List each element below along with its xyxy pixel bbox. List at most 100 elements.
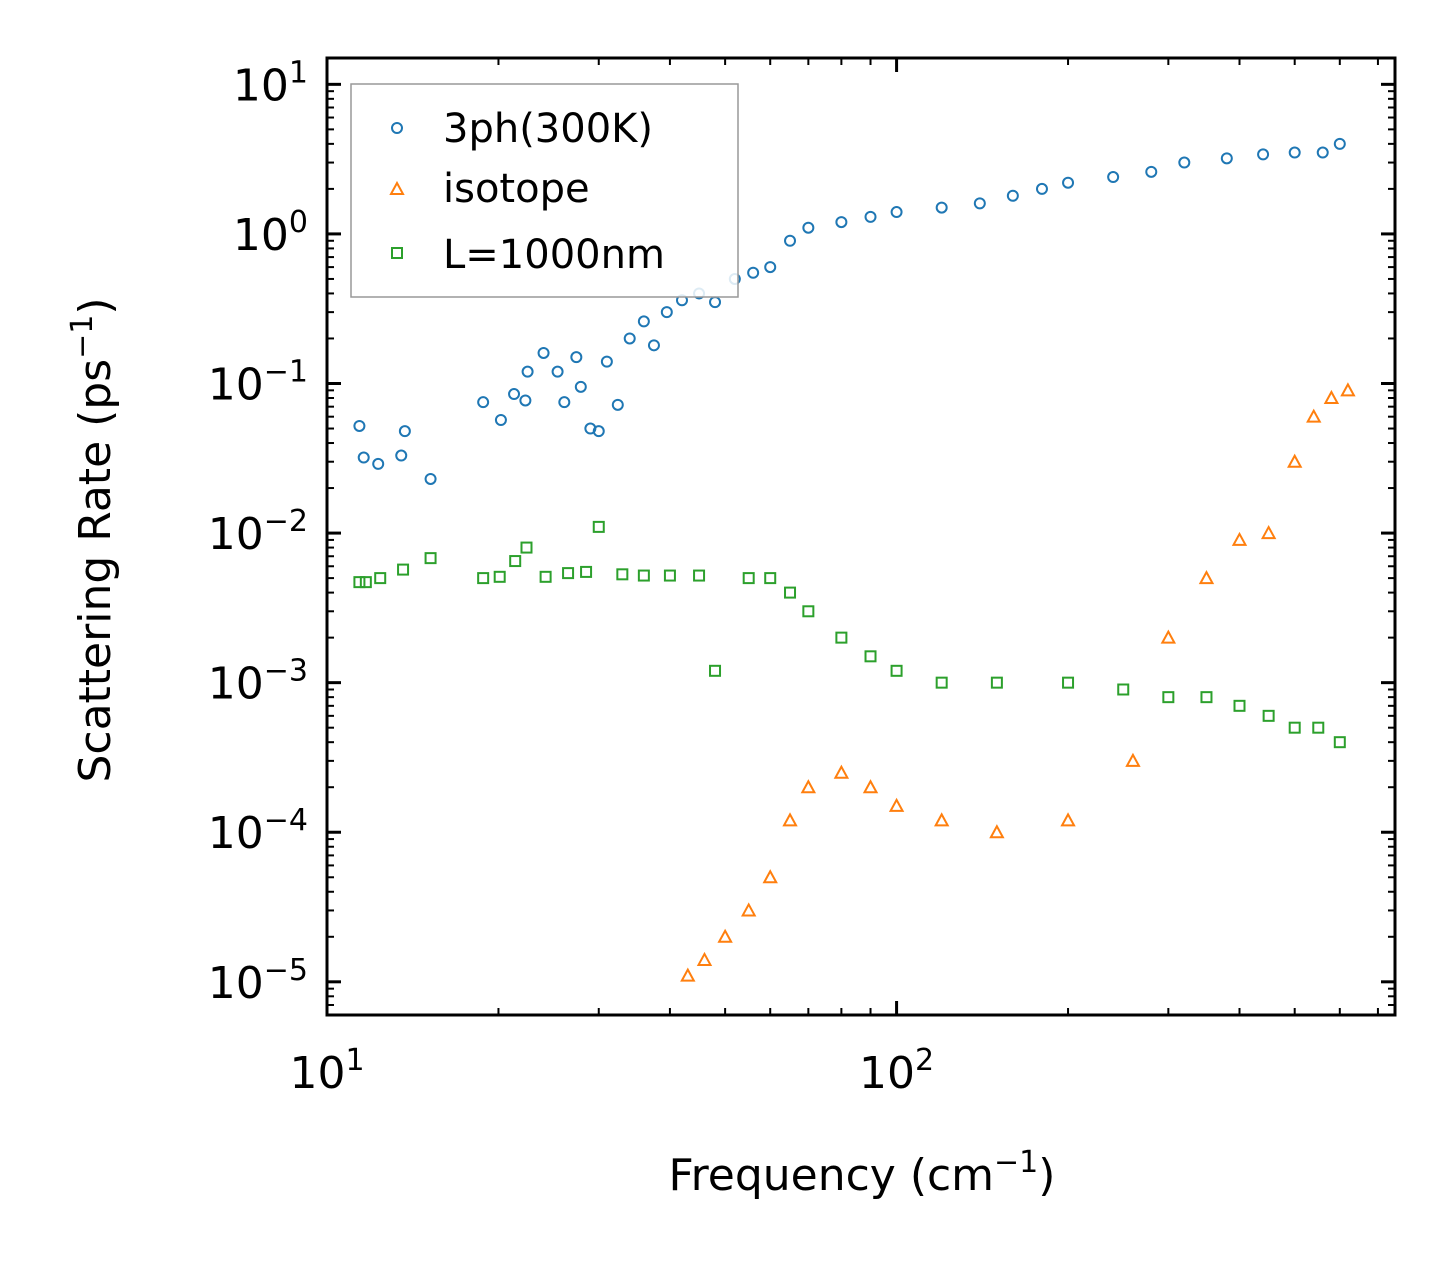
legend-label-l1000nm: L=1000nm xyxy=(443,232,665,278)
data-point xyxy=(616,568,629,581)
y-tick-exp: −3 xyxy=(264,654,308,689)
y-tick-exp: −4 xyxy=(264,803,308,838)
data-point xyxy=(1333,736,1346,749)
data-point xyxy=(647,339,660,352)
data-point xyxy=(764,261,777,274)
data-point xyxy=(1060,812,1076,827)
data-point xyxy=(395,449,408,462)
legend-label-isotope: isotope xyxy=(443,166,590,212)
x-tick-exp: 2 xyxy=(915,1043,934,1078)
data-point xyxy=(519,394,532,407)
data-point xyxy=(742,572,755,585)
x-tick-base: 10 xyxy=(859,1048,915,1099)
data-point xyxy=(833,764,850,779)
data-point xyxy=(693,569,706,582)
data-point xyxy=(717,928,733,943)
data-point xyxy=(611,398,624,411)
data-point xyxy=(397,563,410,576)
data-point xyxy=(509,555,522,568)
data-point xyxy=(424,552,437,565)
data-point xyxy=(551,365,564,378)
data-point xyxy=(1316,146,1329,159)
data-point xyxy=(1062,176,1075,189)
x-tick-label: 101 xyxy=(289,1043,364,1099)
data-point xyxy=(558,396,571,409)
y-tick-base: 10 xyxy=(233,60,289,111)
legend-marker-circle xyxy=(391,122,403,134)
data-point xyxy=(800,779,817,794)
y-tick-base: 10 xyxy=(208,509,264,560)
y-tick-base: 10 xyxy=(208,958,264,1009)
y-tick-label: 101 xyxy=(233,55,308,111)
data-point xyxy=(741,902,757,917)
data-point xyxy=(592,425,605,438)
y-tick-label: 10−4 xyxy=(208,803,308,859)
data-point xyxy=(890,664,903,677)
data-point xyxy=(424,472,437,485)
plot-frame xyxy=(325,56,1397,1017)
legend-box xyxy=(350,83,739,298)
data-point xyxy=(1162,691,1175,704)
data-point xyxy=(864,650,877,663)
x-tick-base: 10 xyxy=(289,1048,345,1099)
data-point xyxy=(835,631,848,644)
data-point xyxy=(562,567,575,580)
data-point xyxy=(709,664,722,677)
legend: 3ph(300K) isotope L=1000nm xyxy=(350,83,739,298)
series-0 xyxy=(353,137,1346,485)
data-point xyxy=(1233,699,1246,712)
data-point xyxy=(477,572,490,585)
data-point xyxy=(1198,570,1215,585)
data-point xyxy=(782,812,798,827)
data-point xyxy=(1200,691,1213,704)
data-point xyxy=(637,315,650,328)
y-tick-label: 100 xyxy=(233,205,308,261)
data-point xyxy=(1117,683,1130,696)
data-point xyxy=(1035,182,1048,195)
data-point xyxy=(1145,165,1158,178)
data-point xyxy=(764,572,777,585)
y-tick-exp: 1 xyxy=(289,55,308,90)
data-point xyxy=(1231,531,1248,546)
data-point xyxy=(835,216,848,229)
data-point xyxy=(493,570,506,583)
x-tick-exp: 1 xyxy=(345,1043,364,1078)
series-1 xyxy=(680,382,1356,982)
data-point xyxy=(600,355,613,368)
legend-entry-isotope: isotope xyxy=(389,166,590,212)
y-tick-label: 10−5 xyxy=(208,953,308,1009)
data-point xyxy=(973,197,986,210)
data-point xyxy=(933,812,950,827)
data-point xyxy=(520,541,533,554)
data-point xyxy=(537,346,550,359)
data-point xyxy=(862,779,879,794)
data-point xyxy=(1178,156,1191,169)
legend-marker-triangle xyxy=(389,180,405,195)
legend-entry-3ph: 3ph(300K) xyxy=(391,106,653,152)
data-point xyxy=(696,951,713,966)
data-point xyxy=(574,380,587,393)
y-tick-label: 10−3 xyxy=(208,654,308,710)
data-point xyxy=(539,570,552,583)
data-point xyxy=(494,414,507,427)
data-point xyxy=(802,221,815,234)
data-point xyxy=(1333,137,1346,150)
data-point xyxy=(592,520,605,533)
data-point xyxy=(623,332,636,345)
y-tick-base: 10 xyxy=(233,210,289,261)
data-point xyxy=(784,586,797,599)
data-point xyxy=(1312,721,1325,734)
data-point xyxy=(864,210,877,223)
x-tick-label: 102 xyxy=(859,1043,934,1099)
y-tick-exp: −5 xyxy=(264,953,308,988)
data-point xyxy=(802,605,815,618)
legend-marker-square xyxy=(391,247,403,259)
data-point xyxy=(888,797,905,812)
data-point xyxy=(1288,146,1301,159)
data-point xyxy=(1260,524,1277,540)
y-tick-exp: −1 xyxy=(264,354,308,389)
x-axis-title: Frequency (cm−1) xyxy=(669,1145,1056,1201)
data-point xyxy=(1323,389,1340,404)
data-point xyxy=(935,201,948,214)
